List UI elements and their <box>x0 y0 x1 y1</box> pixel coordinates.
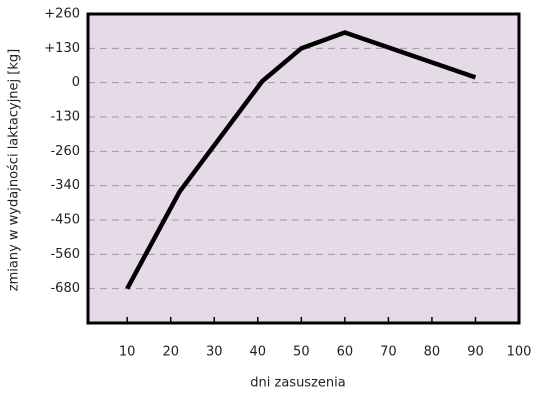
plot-area <box>88 14 519 323</box>
y-tick-label: +260 <box>44 7 80 22</box>
x-tick-label: 70 <box>380 345 397 360</box>
x-tick-label: 30 <box>206 345 223 360</box>
y-tick-label: -340 <box>50 178 80 193</box>
x-tick-label: 10 <box>119 345 136 360</box>
y-tick-label: 0 <box>72 75 80 90</box>
data-line <box>125 30 477 290</box>
x-tick-label: 50 <box>293 345 310 360</box>
y-tick-label: -680 <box>50 281 80 296</box>
x-tick-label: 40 <box>250 345 267 360</box>
y-tick-label: -560 <box>50 247 80 262</box>
y-tick-label: +130 <box>44 41 80 56</box>
x-tick-label: 60 <box>337 345 354 360</box>
y-tick-label: -260 <box>50 144 80 159</box>
x-tick-label: 20 <box>162 345 179 360</box>
y-axis-label: zmiany w wydajności laktacyjnej [kg] <box>7 49 22 291</box>
y-tick-label: -450 <box>50 213 80 228</box>
y-tick-label: -130 <box>50 110 80 125</box>
x-axis-label: dni zasuszenia <box>250 376 345 391</box>
x-tick-label: 100 <box>507 345 532 360</box>
x-tick-label: 90 <box>467 345 484 360</box>
plot-frame <box>86 12 521 325</box>
x-tick-label: 80 <box>424 345 441 360</box>
